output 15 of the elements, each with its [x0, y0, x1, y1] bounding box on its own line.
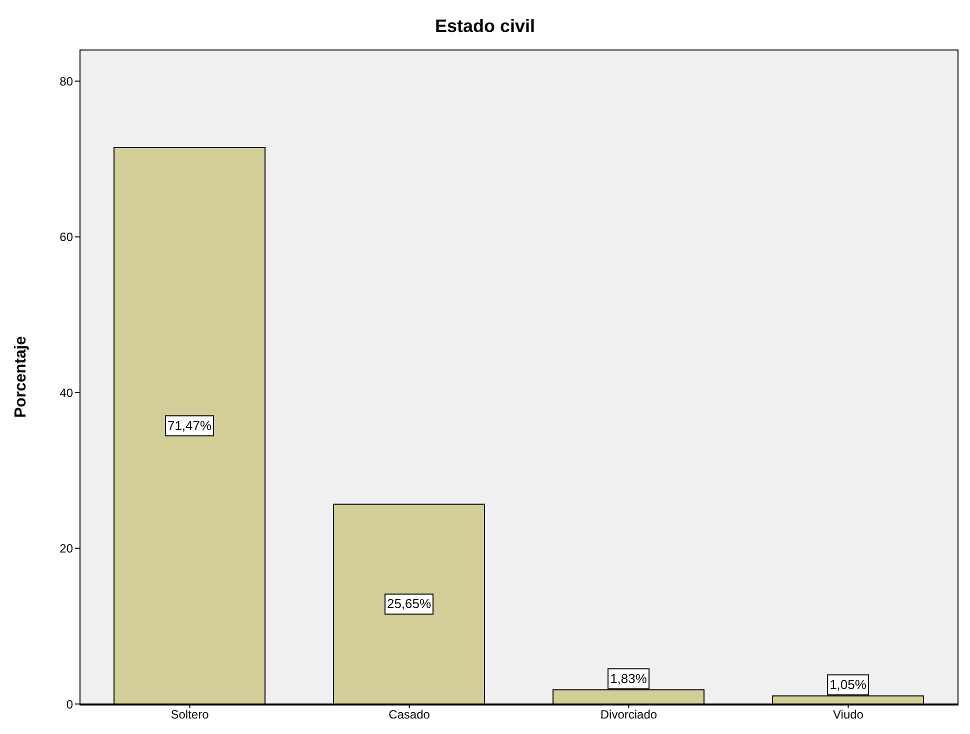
y-axis-title: Porcentaje	[12, 336, 30, 418]
y-tick-label: 40	[60, 386, 74, 400]
data-label: 1,83%	[610, 670, 648, 686]
y-tick-label: 60	[60, 230, 74, 244]
y-tick-label: 0	[66, 697, 74, 712]
x-tick-label: Viudo	[833, 708, 864, 722]
data-label: 71,47%	[167, 418, 212, 433]
x-tick-label: Casado	[388, 708, 430, 722]
x-tick-label: Soltero	[170, 708, 210, 722]
y-tick-label: 80	[60, 74, 74, 88]
x-tick-label: Divorciado	[600, 708, 658, 722]
y-tick-label: 20	[60, 542, 74, 556]
data-label: 1,05%	[830, 676, 867, 692]
chart-title: Estado civil	[434, 16, 536, 37]
data-label: 25,65%	[386, 596, 432, 612]
